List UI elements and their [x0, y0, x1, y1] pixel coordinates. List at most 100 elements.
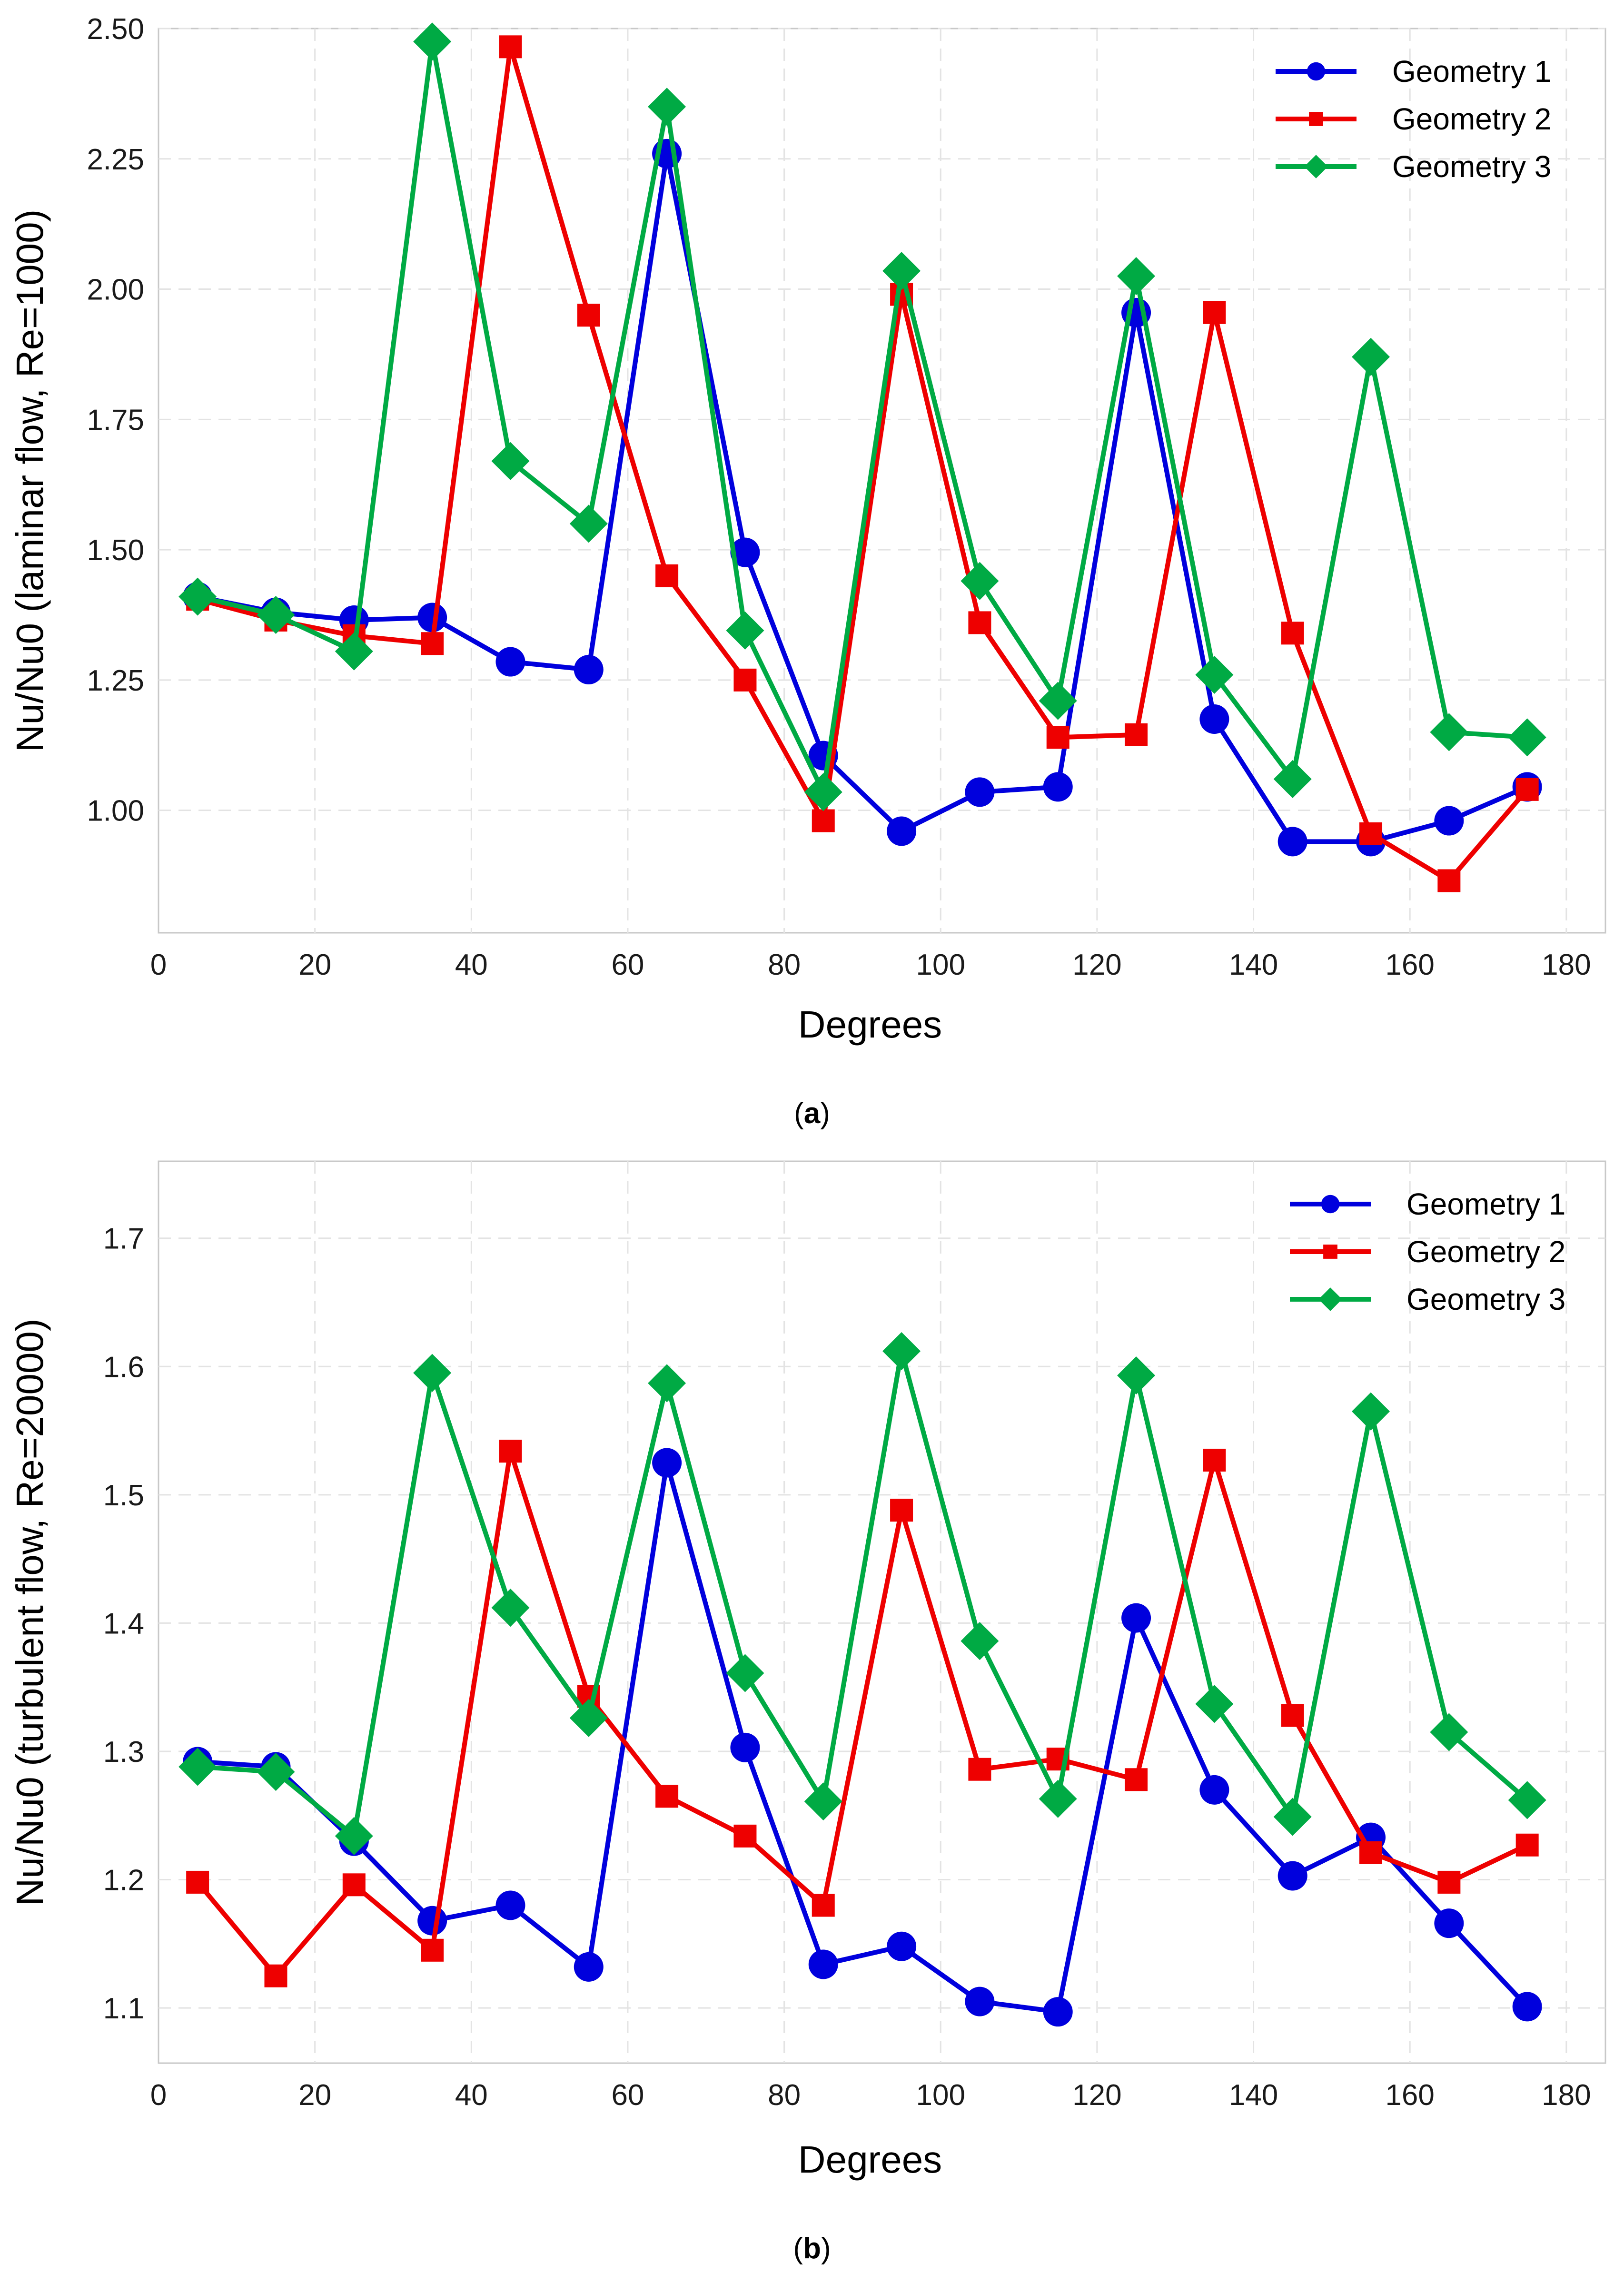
- x-tick-label: 140: [1229, 949, 1278, 981]
- chart-b: 0 20 40 60 80 100 120 140 160 1801.11.21.31.41.51…: [9, 1160, 1606, 2265]
- legend-label: Geometry 3: [1392, 149, 1551, 184]
- data-point: [577, 304, 600, 327]
- data-point: [335, 632, 373, 671]
- x-axis-title: Degrees: [798, 1003, 942, 1046]
- y-tick-label: 2.00: [87, 274, 144, 306]
- data-point: [1359, 1841, 1383, 1864]
- data-point: [491, 1589, 530, 1627]
- data-point: [264, 1964, 287, 1987]
- data-point: [882, 1332, 921, 1370]
- data-point: [968, 611, 991, 634]
- x-tick-labels: 0 20 40 60 80 100 120 140 160 180: [150, 949, 1591, 981]
- x-tick-label: 160: [1385, 2079, 1434, 2112]
- data-point: [652, 1448, 682, 1478]
- data-point: [1203, 1449, 1226, 1472]
- data-point: [1043, 772, 1073, 802]
- data-point: [569, 504, 608, 543]
- data-point: [961, 562, 999, 600]
- data-point: [812, 809, 835, 832]
- data-point: [1434, 806, 1464, 836]
- series-geometry-2: [186, 35, 1539, 892]
- y-tick-label: 1.25: [87, 664, 144, 697]
- x-tick-label: 120: [1072, 949, 1121, 981]
- series-geometry-2: [186, 1440, 1539, 1987]
- x-tick-label: 160: [1385, 949, 1434, 981]
- data-point: [887, 1931, 917, 1961]
- data-point: [257, 595, 295, 634]
- legend-marker: [1318, 1287, 1342, 1311]
- x-tick-label: 40: [455, 949, 488, 981]
- data-point: [1195, 1685, 1234, 1723]
- plot-area: [158, 28, 1606, 934]
- data-point: [1434, 1908, 1464, 1938]
- y-tick-labels: 1.00 1.25 1.50 1.75 2.00 2.25 2.50: [87, 13, 144, 828]
- caption-letter: b: [803, 2232, 821, 2265]
- data-point: [1277, 827, 1307, 857]
- y-tick-label: 1.1: [103, 1992, 144, 2025]
- x-tick-label: 180: [1542, 2079, 1591, 2112]
- data-point: [495, 647, 525, 677]
- data-point: [804, 773, 842, 811]
- y-tick-label: 2.25: [87, 143, 144, 176]
- legend-label: Geometry 3: [1406, 1282, 1565, 1316]
- x-tick-label: 60: [611, 2079, 644, 2112]
- legend-marker: [1304, 155, 1328, 178]
- data-point: [1043, 1997, 1073, 2027]
- data-point: [499, 1440, 522, 1463]
- data-point: [730, 537, 760, 567]
- data-point: [1437, 869, 1461, 892]
- y-tick-label: 1.6: [103, 1351, 144, 1384]
- data-point: [1281, 622, 1304, 645]
- data-point: [890, 1499, 913, 1522]
- legend: Geometry 1 Geometry 2 Geometry 3: [1276, 54, 1551, 184]
- data-point: [499, 35, 522, 59]
- caption-letter: a: [804, 1097, 821, 1130]
- data-point: [1039, 682, 1077, 720]
- y-tick-label: 1.50: [87, 534, 144, 567]
- x-tick-label: 100: [916, 2079, 965, 2112]
- figure-caption: (a): [794, 1097, 830, 1130]
- x-tick-label: 80: [768, 949, 801, 981]
- data-point: [1515, 778, 1539, 801]
- x-tick-label: 60: [611, 949, 644, 981]
- data-point: [804, 1782, 842, 1821]
- data-point: [733, 1824, 757, 1848]
- data-point: [648, 88, 686, 126]
- caption-close-paren: ): [820, 1097, 830, 1130]
- legend-marker: [1307, 62, 1326, 81]
- data-point: [808, 1949, 838, 1979]
- series-line: [197, 39, 1528, 795]
- data-point: [495, 1890, 525, 1920]
- y-tick-label: 1.2: [103, 1864, 144, 1897]
- data-point: [1117, 257, 1156, 296]
- data-point: [1359, 822, 1383, 845]
- data-point: [1437, 1870, 1461, 1894]
- data-point: [491, 442, 530, 480]
- data-point: [726, 611, 764, 650]
- caption-open-paren: (: [793, 2232, 803, 2265]
- data-point: [1352, 337, 1390, 376]
- legend-marker: [1309, 112, 1323, 126]
- legend-marker: [1321, 1195, 1340, 1214]
- data-point: [648, 1364, 686, 1403]
- data-point: [1508, 1781, 1546, 1819]
- data-point: [413, 1354, 452, 1392]
- x-tick-label: 180: [1542, 949, 1591, 981]
- legend-label: Geometry 1: [1392, 54, 1551, 89]
- x-tick-label: 20: [298, 949, 331, 981]
- data-point: [413, 22, 452, 61]
- data-point: [887, 816, 917, 846]
- y-tick-label: 1.3: [103, 1736, 144, 1769]
- data-point: [1199, 704, 1229, 734]
- data-point: [178, 1748, 217, 1786]
- data-point: [655, 1785, 679, 1808]
- chart-a: 0 20 40 60 80 100 120 140 160 180 1.00 1.25 1.50 1.75…: [9, 13, 1606, 1130]
- data-point: [961, 1622, 999, 1660]
- data-point: [968, 1758, 991, 1781]
- data-point: [1195, 655, 1234, 694]
- data-point: [1508, 718, 1546, 757]
- x-tick-label: 140: [1229, 2079, 1278, 2112]
- data-point: [965, 1986, 995, 2016]
- data-point: [335, 1817, 373, 1855]
- data-point: [421, 1938, 444, 1962]
